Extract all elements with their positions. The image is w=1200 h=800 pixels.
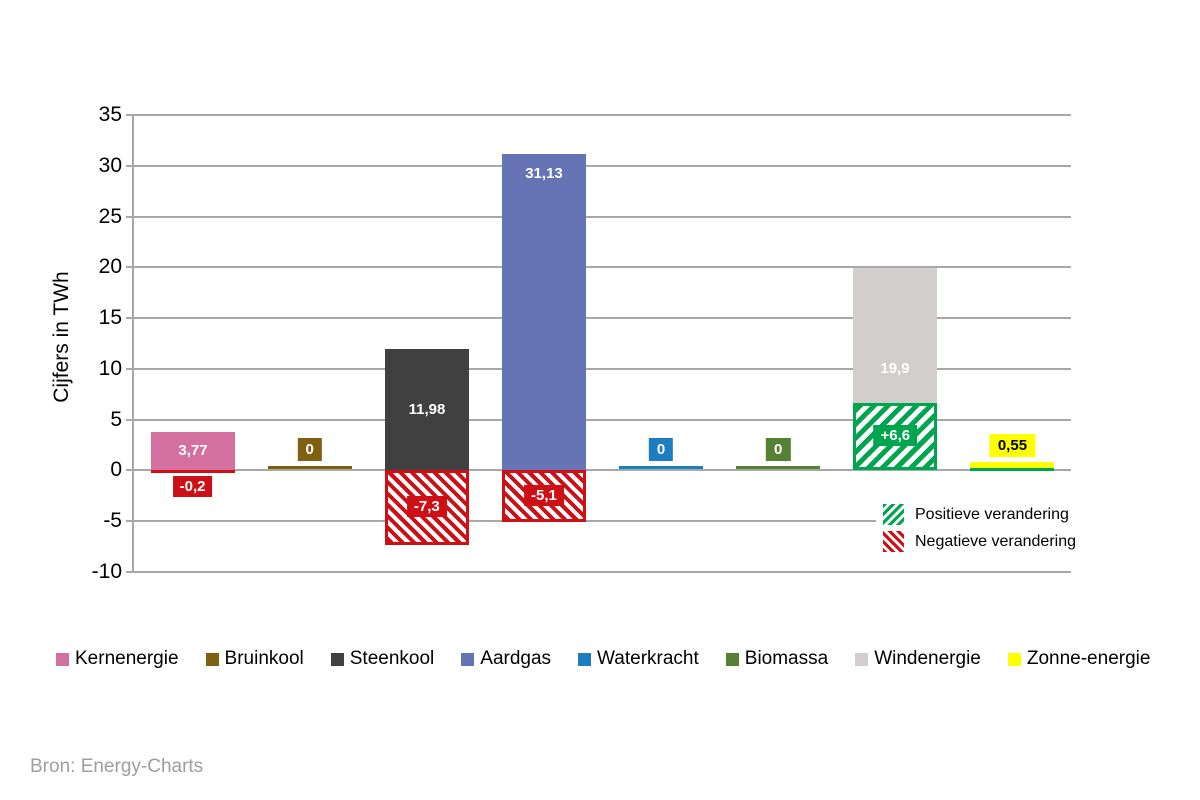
legend-label: Bruinkool bbox=[224, 648, 304, 669]
gridline bbox=[134, 165, 1071, 167]
y-axis-tick bbox=[126, 165, 133, 167]
legend-label: Aardgas bbox=[480, 648, 552, 669]
bar-value-label: 31,13 bbox=[525, 165, 563, 182]
bar-steenkool bbox=[385, 349, 469, 470]
legend-swatch bbox=[56, 652, 69, 666]
legend-swatch bbox=[725, 652, 739, 666]
legend-label: Negatieve verandering bbox=[915, 532, 1076, 550]
y-axis-tick bbox=[126, 368, 133, 370]
change-legend: Positieve verandering Negatieve verander… bbox=[876, 497, 1082, 559]
bar-kernenergie bbox=[151, 432, 235, 470]
y-axis-tick bbox=[126, 216, 133, 218]
positive-hatch-icon bbox=[883, 504, 904, 525]
y-axis-tick bbox=[126, 419, 133, 421]
bar-waterkracht bbox=[619, 466, 703, 469]
bar-biomassa bbox=[736, 466, 820, 469]
legend-item-bruinkool: Bruinkool bbox=[205, 648, 304, 670]
legend-item-waterkracht: Waterkracht bbox=[578, 648, 699, 670]
y-axis-tick-label: 15 bbox=[98, 306, 122, 329]
y-axis-tick bbox=[126, 469, 133, 471]
legend-label: Kernenergie bbox=[75, 648, 179, 669]
gridline bbox=[134, 469, 1071, 471]
legend-label: Zonne-energie bbox=[1026, 648, 1151, 669]
y-axis-tick-label: 30 bbox=[98, 154, 122, 177]
legend-label: Biomassa bbox=[744, 648, 829, 669]
positive-change-bar-zonne-energie bbox=[970, 468, 1054, 471]
change-value-label: -7,3 bbox=[406, 496, 447, 517]
negative-hatch-icon bbox=[883, 531, 904, 552]
y-axis-tick-label: 20 bbox=[98, 255, 122, 278]
change-value-label: -5,1 bbox=[524, 484, 564, 506]
bar-bruinkool bbox=[268, 466, 352, 469]
bar-value-label: 11,98 bbox=[408, 400, 446, 418]
y-axis-tick-label: -10 bbox=[91, 560, 122, 583]
gridline bbox=[134, 114, 1071, 116]
legend-swatch bbox=[855, 652, 869, 666]
gridline bbox=[134, 317, 1071, 319]
legend-swatch bbox=[1007, 652, 1021, 666]
change-value-label: +6,6 bbox=[873, 425, 918, 446]
legend-item-zonne-energie: Zonne-energie bbox=[1007, 648, 1151, 670]
legend-label: Positieve verandering bbox=[915, 505, 1069, 523]
bar-value-label: 0 bbox=[297, 438, 322, 461]
y-axis-tick bbox=[126, 114, 133, 116]
negative-change-bar-kernenergie bbox=[151, 470, 235, 473]
y-axis-tick-label: 25 bbox=[98, 205, 122, 228]
bar-value-label: 3,77 bbox=[178, 442, 208, 459]
bar-zonne-energie bbox=[970, 462, 1054, 468]
legend-item-biomassa: Biomassa bbox=[725, 648, 829, 670]
legend-swatch bbox=[205, 652, 219, 666]
legend-item-aardgas: Aardgas bbox=[461, 648, 551, 670]
gridline bbox=[134, 520, 1071, 522]
gridline bbox=[134, 368, 1071, 370]
bar-value-label: 0 bbox=[766, 438, 791, 461]
bar-windenergie bbox=[853, 268, 937, 403]
positive-change-bar-windenergie bbox=[853, 403, 937, 470]
bar-value-label: 19,9 bbox=[880, 360, 910, 377]
legend-row-negative: Negatieve verandering bbox=[883, 531, 1082, 552]
legend-swatch bbox=[330, 652, 344, 666]
series-legend: Kernenergie Bruinkool Steenkool Aardgas Wate… bbox=[56, 648, 1150, 670]
legend-label: Steenkool bbox=[349, 648, 435, 669]
gridline bbox=[134, 571, 1071, 573]
legend-swatch bbox=[461, 652, 475, 666]
y-axis-tick-label: 10 bbox=[98, 357, 122, 380]
y-axis-tick bbox=[126, 520, 133, 522]
y-axis-tick-label: 35 bbox=[98, 103, 122, 126]
legend-item-windenergie: Windenergie bbox=[855, 648, 981, 670]
bar-value-label: 0 bbox=[648, 438, 674, 461]
change-value-label: -0,2 bbox=[172, 476, 213, 497]
bar-aardgas bbox=[502, 154, 586, 470]
gridline bbox=[134, 419, 1071, 421]
gridline bbox=[134, 216, 1071, 218]
y-axis-tick bbox=[126, 266, 133, 268]
legend-row-positive: Positieve verandering bbox=[883, 504, 1082, 525]
source-caption: Bron: Energy-Charts bbox=[30, 756, 204, 777]
y-axis-line bbox=[132, 114, 134, 573]
legend-item-steenkool: Steenkool bbox=[330, 648, 435, 670]
legend-swatch bbox=[578, 652, 592, 666]
bar-value-label: 0,55 bbox=[989, 434, 1036, 457]
y-axis-tick-label: 0 bbox=[110, 458, 122, 481]
y-axis-tick bbox=[126, 571, 133, 573]
gridline bbox=[134, 266, 1071, 268]
legend-label: Waterkracht bbox=[597, 648, 699, 669]
y-axis-tick-label: 5 bbox=[110, 408, 122, 431]
y-axis-tick-label: -5 bbox=[103, 509, 122, 532]
y-axis-tick bbox=[126, 317, 133, 319]
legend-label: Windenergie bbox=[874, 648, 981, 669]
legend-item-kernenergie: Kernenergie bbox=[56, 648, 179, 670]
